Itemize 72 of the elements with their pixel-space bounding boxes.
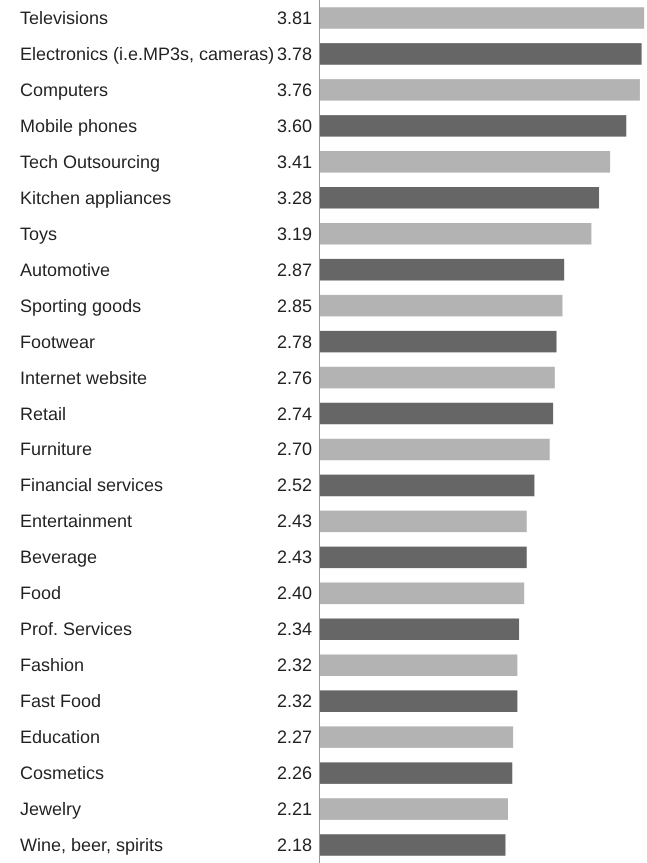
y-tick-label: Computers bbox=[20, 80, 108, 100]
data-label: 2.32 bbox=[277, 655, 312, 675]
data-label: 2.43 bbox=[277, 511, 312, 531]
y-tick-label: Furniture bbox=[20, 439, 92, 459]
data-label: 2.32 bbox=[277, 691, 312, 711]
data-label: 3.19 bbox=[277, 224, 312, 244]
bar bbox=[320, 474, 534, 496]
data-label: 2.21 bbox=[277, 799, 312, 819]
data-label: 2.87 bbox=[277, 260, 312, 280]
data-label: 2.40 bbox=[277, 583, 312, 603]
y-tick-label: Jewelry bbox=[20, 799, 82, 819]
data-label: 3.41 bbox=[277, 152, 312, 172]
bar bbox=[320, 726, 514, 748]
bar bbox=[320, 510, 527, 532]
bar bbox=[320, 762, 512, 784]
y-tick-label: Financial services bbox=[20, 475, 164, 495]
bar bbox=[320, 834, 506, 856]
bar bbox=[320, 79, 640, 101]
bar bbox=[320, 654, 518, 676]
bar bbox=[320, 690, 518, 712]
data-label: 3.81 bbox=[277, 8, 312, 28]
bar bbox=[320, 151, 610, 173]
y-tick-label: Automotive bbox=[20, 260, 110, 280]
data-label: 2.43 bbox=[277, 547, 312, 567]
y-tick-label: Electronics (i.e.MP3s, cameras) bbox=[20, 44, 274, 64]
y-tick-label: Fashion bbox=[20, 655, 84, 675]
y-tick-label: Entertainment bbox=[20, 511, 132, 531]
y-tick-label: Sporting goods bbox=[20, 296, 142, 316]
data-label: 3.28 bbox=[277, 188, 312, 208]
data-label: 2.74 bbox=[277, 404, 312, 424]
y-tick-label: Beverage bbox=[20, 547, 98, 567]
data-label: 2.78 bbox=[277, 332, 312, 352]
bar bbox=[320, 186, 600, 209]
bar bbox=[320, 582, 524, 604]
y-tick-label: Wine, beer, spirits bbox=[20, 835, 164, 855]
y-tick-label: Retail bbox=[20, 404, 66, 424]
bar bbox=[320, 115, 626, 137]
y-tick-label: Mobile phones bbox=[20, 116, 138, 136]
y-tick-label: Kitchen appliances bbox=[20, 188, 172, 208]
data-label: 2.76 bbox=[277, 368, 312, 388]
data-label: 2.26 bbox=[277, 763, 312, 783]
y-tick-label: Fast Food bbox=[20, 691, 102, 711]
y-tick-label: Food bbox=[20, 583, 62, 603]
bar bbox=[320, 438, 550, 460]
bar bbox=[320, 618, 520, 640]
bar bbox=[320, 222, 592, 245]
data-label: 2.27 bbox=[277, 727, 312, 747]
y-tick-label: Tech Outsourcing bbox=[20, 152, 160, 172]
bar bbox=[320, 366, 555, 388]
y-tick-label: Prof. Services bbox=[20, 619, 132, 639]
bar bbox=[320, 258, 564, 280]
bar bbox=[320, 546, 527, 568]
bar bbox=[320, 402, 554, 424]
y-tick-label: Toys bbox=[20, 224, 58, 244]
data-label: 3.78 bbox=[277, 44, 312, 64]
y-tick-label: Footwear bbox=[20, 332, 96, 352]
bar bbox=[320, 43, 642, 65]
y-tick-label: Televisions bbox=[20, 8, 108, 28]
bar bbox=[320, 798, 508, 820]
bar bbox=[320, 330, 557, 352]
data-label: 2.18 bbox=[277, 835, 312, 855]
bar bbox=[320, 7, 644, 29]
data-label: 3.60 bbox=[277, 116, 312, 136]
data-label: 2.85 bbox=[277, 296, 312, 316]
bar bbox=[320, 294, 562, 316]
data-label: 2.52 bbox=[277, 475, 312, 495]
data-label: 2.70 bbox=[277, 439, 312, 459]
y-tick-label: Education bbox=[20, 727, 100, 747]
data-label: 3.76 bbox=[277, 80, 312, 100]
data-label: 2.34 bbox=[277, 619, 312, 639]
y-tick-label: Cosmetics bbox=[20, 763, 104, 783]
y-tick-label: Internet website bbox=[20, 368, 148, 388]
